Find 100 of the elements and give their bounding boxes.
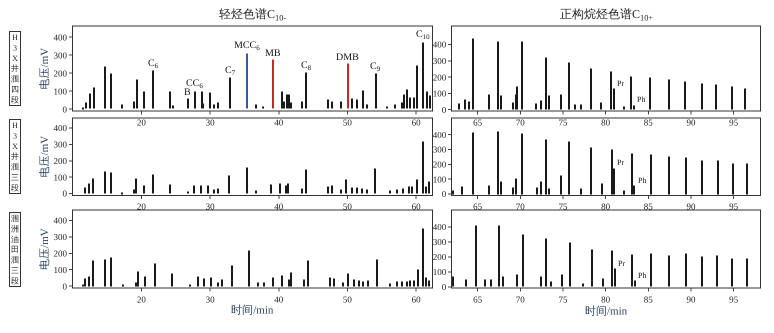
chart-title: 轻烃色谱C$_{10-}$ [219, 7, 286, 23]
bar [521, 42, 524, 110]
bar [286, 183, 289, 194]
bar [426, 92, 428, 109]
x-tick-label: 75 [558, 294, 568, 304]
bar [545, 139, 548, 194]
bar [350, 187, 353, 194]
bar [362, 90, 364, 109]
bar [560, 175, 562, 194]
y-tick-label: 100 [53, 172, 68, 182]
bar [168, 92, 171, 109]
x-tick-label: 20 [136, 117, 146, 128]
bar [715, 84, 718, 110]
x-tick-label: 90 [686, 294, 696, 304]
bar [746, 163, 748, 194]
bar [388, 190, 391, 194]
bar [396, 189, 398, 194]
bar [152, 174, 154, 194]
bar [88, 94, 91, 109]
bar [120, 104, 123, 109]
bar [623, 106, 626, 110]
y-tick-label: 400 [432, 40, 447, 50]
bar [569, 242, 572, 287]
x-tick-label: 60 [412, 202, 422, 212]
bar [144, 276, 146, 287]
y-tick-label: 100 [432, 174, 447, 184]
bar [88, 276, 90, 287]
y-tick-label: 0 [62, 188, 68, 199]
bar [186, 98, 189, 109]
bar [601, 183, 604, 194]
bar [410, 186, 413, 194]
x-tick-label: 85 [644, 117, 654, 128]
bar [515, 178, 518, 194]
annotation: Pr [618, 259, 626, 268]
annotation: MCC$_{6}$ [234, 40, 260, 52]
y-tick-label: 100 [432, 88, 447, 99]
bar [540, 276, 542, 287]
bar [416, 66, 418, 109]
bar [350, 98, 353, 109]
bar [412, 280, 415, 287]
bar [550, 282, 552, 287]
bar [212, 104, 215, 109]
annotation: C$_{10}$ [416, 29, 430, 42]
bar [590, 147, 592, 194]
bar [246, 54, 248, 109]
bar [631, 153, 634, 194]
bar [302, 280, 305, 287]
bar [650, 254, 652, 287]
annotation: Ph [637, 95, 646, 104]
bar [92, 260, 94, 287]
bar [228, 175, 230, 194]
annotation: Pr [617, 79, 624, 88]
y-tick-label: 0 [62, 281, 68, 292]
y-tick-label: 0 [442, 189, 447, 200]
bar [346, 274, 349, 287]
bar [280, 276, 283, 287]
bar [631, 254, 634, 287]
bar [210, 278, 212, 287]
bar [408, 186, 410, 194]
bar [458, 104, 460, 110]
bar [212, 189, 215, 194]
annotation: B [184, 87, 191, 98]
bar [540, 181, 542, 194]
bar [110, 74, 112, 109]
bar [256, 282, 259, 287]
bar [136, 80, 138, 109]
x-tick-label: 70 [516, 202, 526, 212]
bar [84, 187, 86, 194]
annotation: Pr [617, 158, 624, 167]
bar [488, 185, 490, 194]
bar [216, 188, 219, 194]
x-axis-title: 时间/min [231, 304, 274, 317]
bar [731, 86, 734, 110]
bar [330, 102, 333, 109]
bar [746, 258, 748, 287]
bar [685, 157, 688, 194]
bar [366, 104, 368, 109]
y-tick-label: 0 [442, 104, 447, 115]
y-tick-label: 300 [53, 232, 68, 242]
bar [206, 185, 209, 194]
annotation: Ph [638, 176, 646, 185]
bar [465, 280, 468, 287]
x-tick-label: 50 [342, 294, 352, 304]
y-tick-label: 400 [53, 32, 68, 42]
bar [306, 260, 309, 287]
bar [230, 266, 233, 287]
bar [568, 62, 570, 110]
bar [468, 102, 470, 110]
bar [104, 66, 106, 109]
bar [200, 185, 202, 194]
bar [288, 94, 290, 109]
bar [668, 80, 670, 110]
bar [356, 187, 358, 194]
x-tick-label: 50 [342, 117, 352, 128]
bar [110, 258, 112, 287]
y-tick-label: 300 [432, 56, 447, 66]
x-tick-label: 20 [136, 294, 146, 304]
bar [623, 190, 626, 194]
bar [649, 78, 652, 110]
bar [92, 88, 95, 109]
